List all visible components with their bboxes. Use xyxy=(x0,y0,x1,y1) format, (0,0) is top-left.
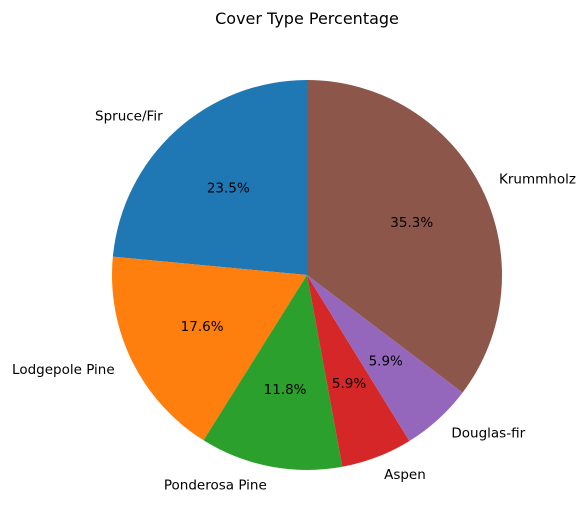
slice-label-spruce-fir: Spruce/Fir xyxy=(95,108,163,124)
pie-slice-ponderosa-pine xyxy=(203,275,343,470)
pie-slices xyxy=(112,79,502,470)
pie-slice-aspen xyxy=(307,275,410,467)
pie-slice-douglas-fir xyxy=(307,275,463,441)
pie-slice-krummholz xyxy=(307,79,502,393)
slice-label-ponderosa-pine: Ponderosa Pine xyxy=(164,478,267,494)
pie-slice-spruce-fir xyxy=(112,80,308,275)
slice-label-douglas-fir: Douglas-fir xyxy=(451,426,525,442)
pie-percent-labels: 23.5% 17.6% 11.8% 5.9%5.9% 35.3% xyxy=(181,180,434,397)
pie-category-labels: Spruce/Fir Lodgepole Pine Ponderosa Pine As… xyxy=(12,108,576,493)
pie-slice-lodgepole-pine xyxy=(112,256,307,441)
slice-label-krummholz: Krummholz xyxy=(499,171,576,187)
slice-label-aspen: Aspen xyxy=(384,467,426,483)
chart-title: Cover Type Percentage xyxy=(215,9,399,28)
percent-label-lodgepole-pine: 17.6% xyxy=(181,319,224,335)
slice-label-lodgepole-pine: Lodgepole Pine xyxy=(12,362,115,378)
percent-label-ponderosa-pine: 11.8% xyxy=(264,382,307,398)
percent-label-aspen: 5.9% xyxy=(332,376,366,392)
percent-label-douglas-fir: 5.9% xyxy=(369,354,403,370)
percent-label-spruce-fir: 23.5% xyxy=(207,180,250,196)
percent-label-krummholz: 35.3% xyxy=(390,215,433,231)
